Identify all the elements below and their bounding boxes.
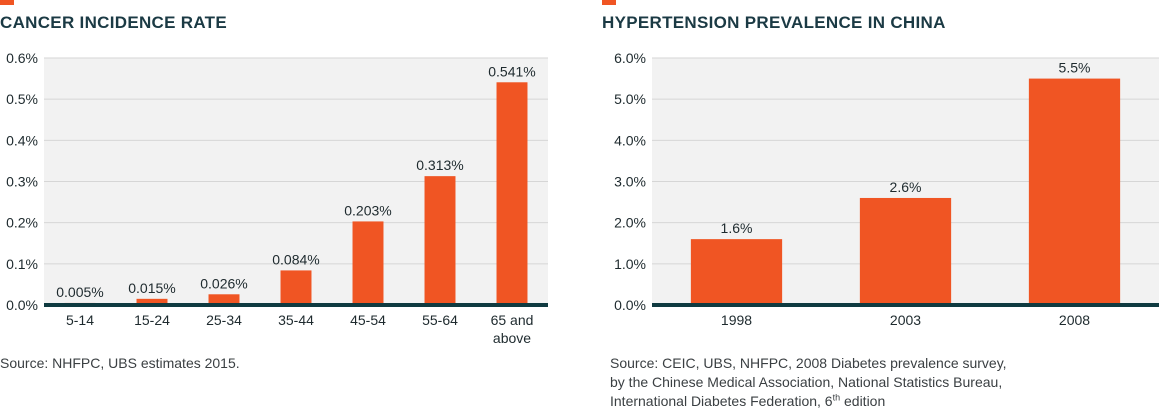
y-tick-label: 0.2% [6,215,38,231]
x-tick-label: 35-44 [278,312,314,328]
bar [280,270,312,305]
y-tick-label: 1.0% [614,256,646,272]
bar [352,221,384,305]
data-label: 1.6% [721,220,753,236]
chart-source: Source: CEIC, UBS, NHFPC, 2008 Diabetes … [610,354,1007,411]
y-tick-label: 0.4% [6,132,38,148]
y-tick-label: 6.0% [614,50,646,66]
y-tick-label: 0.6% [6,50,38,66]
source-line-3-text: International Diabetes Federation, 6 [610,393,833,409]
x-tick-label: 2003 [890,312,921,328]
y-tick-label: 5.0% [614,91,646,107]
bar [859,197,952,305]
x-tick-label: 15-24 [134,312,170,328]
bar [208,294,240,305]
y-tick-label: 0.1% [6,256,38,272]
data-label: 0.084% [272,251,319,267]
y-tick-label: 0.0% [6,297,38,313]
data-label: 0.203% [344,202,391,218]
x-tick-label: 55-64 [422,312,458,328]
cancer-bar-chart: 0.0% 0.1% 0.2% 0.3% 0.4% 0.5% 0.6% 0.005% 5-14 0.… [6,50,548,346]
x-tick-label: 45-54 [350,312,386,328]
y-tick-label: 0.0% [614,297,646,313]
data-label: 0.313% [416,157,463,173]
y-tick-label: 0.5% [6,91,38,107]
bar [136,298,168,305]
title-accent-mark [602,0,616,5]
y-tick-label: 3.0% [614,174,646,190]
bar [690,239,783,305]
title-accent-mark [0,0,14,5]
x-tick-label: above [493,330,531,346]
source-superscript: th [832,392,841,403]
y-tick-label: 4.0% [614,132,646,148]
y-tick-label: 2.0% [614,215,646,231]
x-tick-label: 65 and [491,312,534,328]
data-label: 0.015% [128,280,175,296]
chart-source: Source: NHFPC, UBS estimates 2015. [0,355,240,371]
x-tick-label: 1998 [721,312,752,328]
cancer-chart-panel: CANCER INCIDENCE RATE 0.0% 0.1% 0.2% 0.3% 0.… [0,0,560,420]
data-label: 2.6% [890,179,922,195]
bar [424,176,456,305]
x-tick-label: 2008 [1059,312,1090,328]
x-tick-label: 25-34 [206,312,242,328]
y-tick-label: 0.3% [6,174,38,190]
source-line-3-tail: edition [840,393,886,409]
bar [496,82,528,305]
source-line-3: International Diabetes Federation, 6th e… [610,392,1007,411]
x-tick-label: 5-14 [66,312,94,328]
source-line-1: Source: CEIC, UBS, NHFPC, 2008 Diabetes … [610,355,1007,371]
data-label: 0.005% [56,284,103,300]
chart-title: CANCER INCIDENCE RATE [0,13,227,32]
source-line-2: by the Chinese Medical Association, Nati… [610,374,1003,390]
data-label: 0.541% [488,63,535,79]
chart-title: HYPERTENSION PREVALENCE IN CHINA [602,13,946,32]
data-label: 5.5% [1059,60,1091,76]
bar [1028,78,1121,305]
hypertension-chart-panel: HYPERTENSION PREVALENCE IN CHINA 0.0% 1.0… [602,0,1161,420]
data-label: 0.026% [200,275,247,291]
hypertension-bar-chart: 0.0% 1.0% 2.0% 3.0% 4.0% 5.0% 6.0% 1.6% 1998 2.6%… [614,50,1159,328]
